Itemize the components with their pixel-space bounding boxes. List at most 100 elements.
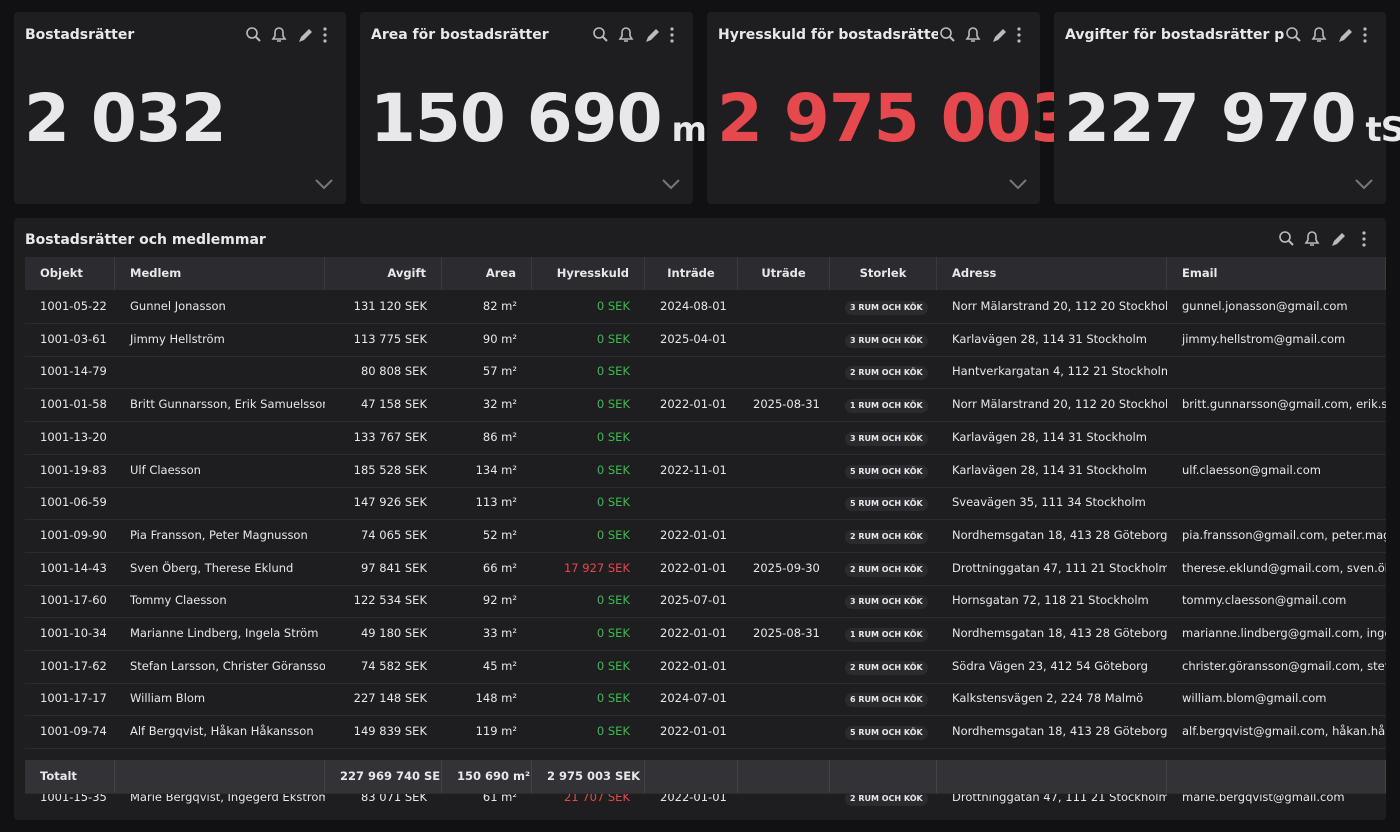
cell: Britt Gunnarsson, Erik Samuelsson [130,397,325,412]
card-icons[interactable] [1285,26,1375,44]
size-badge: 2 RUM OCH KÖK [845,562,928,577]
cell: 2 RUM OCH KÖK [830,552,937,585]
cell: 82 m² [482,299,517,313]
kpi-value: 227 970tSEK [1064,80,1400,157]
cell: 80 808 SEK [360,364,427,379]
cell [738,355,830,388]
size-badge: 1 RUM OCH KÖK [845,628,928,642]
cell [738,715,830,748]
panel-title: Bostadsrätter och medlemmar [25,232,266,248]
cell: 1 RUM OCH KÖK [830,617,937,650]
cell[interactable]: Uträde [738,257,830,290]
cell: 2022-01-01 [660,397,727,412]
cell: 0 SEK [596,364,630,379]
card-icons[interactable] [939,26,1029,44]
cell: 0 SEK [596,658,630,673]
cell: Jimmy Hellström [130,331,225,346]
cell [1167,355,1386,388]
cell[interactable]: Email [1167,257,1386,290]
size-badge: 2 RUM OCH KÖK [845,660,928,675]
size-badge: 5 RUM OCH KÖK [845,464,928,479]
kpi-number: 2 032 [24,80,227,157]
cell[interactable]: Avgift [325,257,442,290]
cell: 2022-01-01 [660,560,727,575]
cell: 147 926 SEK [353,495,427,510]
cell: 134 m² [475,462,517,477]
kpi-number: 150 690 [370,80,663,157]
cell: 52 m² [482,527,517,542]
cell: alf.bergqvist@gmail.com, håkan.håka [1182,724,1386,739]
cell [115,486,325,519]
cell: Ulf Claesson [130,462,201,477]
cell [1167,486,1386,519]
kpi-value: 150 690 m² [370,80,721,157]
cell: 1001-17-62 [40,658,107,673]
cell: 2024-07-01 [660,691,727,706]
table-row: 1001-17-60 Tommy Claesson 122 534 SEK 92 m²… [25,584,1386,619]
cell: Kalkstensvägen 2, 224 78 Malmö [952,691,1144,706]
cell: 2 975 003 SEK [532,760,645,793]
cell: Marianne Lindberg, Ingela Ström [130,626,319,640]
cell: Gunnel Jonasson [130,299,226,313]
cell: 185 528 SEK [353,462,427,477]
cell[interactable]: Inträde [645,257,738,290]
size-badge: 1 RUM OCH KÖK [845,399,928,414]
cell: 0 SEK [596,462,630,477]
cell: 2025-08-31 [753,626,820,640]
expand-icon[interactable] [314,178,334,190]
cell: 2 RUM OCH KÖK [830,519,937,552]
cell: 1001-17-17 [40,691,107,706]
cell: Drottninggatan 47, 111 21 Stockholm [952,560,1167,575]
cell [738,486,830,519]
cell: 47 158 SEK [360,397,427,412]
cell: 2025-08-31 [753,397,820,412]
cell[interactable]: Area [442,257,532,290]
cell: gunnel.jonasson@gmail.com [1182,299,1348,313]
cell: therese.eklund@gmail.com, sven.öbe [1182,560,1386,575]
cell[interactable]: Medlem [115,257,325,290]
size-badge: 5 RUM OCH KÖK [845,726,928,741]
cell [738,454,830,487]
cell: Karlavägen 28, 114 31 Stockholm [952,429,1147,444]
card-title: Bostadsrätter [25,27,135,43]
kpi-card: Bostadsrätter 2 032 [14,12,346,204]
cell [1167,760,1386,793]
cell: 2022-01-01 [660,626,727,640]
cell: Pia Fransson, Peter Magnusson [130,527,308,542]
cell: 2022-01-01 [660,724,727,739]
cell: 2022-01-01 [660,658,727,673]
cell: 17 927 SEK [563,560,630,575]
card-icons[interactable] [245,26,335,44]
cell[interactable]: Adress [937,257,1167,290]
expand-icon[interactable] [1354,178,1374,190]
cell: 2022-01-01 [660,527,727,542]
cell: 0 SEK [596,331,630,346]
cell[interactable]: Hyresskuld [532,257,645,290]
cell: 0 SEK [596,397,630,412]
cell: 0 SEK [596,495,630,510]
panel-icons[interactable] [1278,230,1378,248]
cell: pia.fransson@gmail.com, peter.magn [1182,527,1386,542]
cell: 227 148 SEK [353,691,427,706]
kpi-card: Avgifter för bostadsrätter per å 227 970t… [1054,12,1400,204]
card-icons[interactable] [592,26,682,44]
cell: 131 120 SEK [353,299,427,313]
expand-icon[interactable] [661,178,681,190]
cell: Nordhemsgatan 18, 413 28 Göteborg [952,527,1167,542]
cell: 1001-10-34 [40,626,107,640]
table-panel: Bostadsrätter och medlemmar Objekt Medlem… [14,218,1386,820]
cell: 3 RUM OCH KÖK [830,290,937,323]
expand-icon[interactable] [1008,178,1028,190]
cell: Hornsgatan 72, 118 21 Stockholm [952,593,1149,608]
cell: 5 RUM OCH KÖK [830,486,937,519]
cell: 86 m² [482,429,517,444]
cell: 2 RUM OCH KÖK [830,781,937,810]
cell: Södra Vägen 23, 412 54 Göteborg [952,658,1148,673]
cell[interactable]: Objekt [25,257,115,290]
cell[interactable]: Storlek [830,257,937,290]
cell: 66 m² [482,560,517,575]
cell [830,760,937,793]
cell: britt.gunnarsson@gmail.com, erik.sa [1182,397,1386,412]
